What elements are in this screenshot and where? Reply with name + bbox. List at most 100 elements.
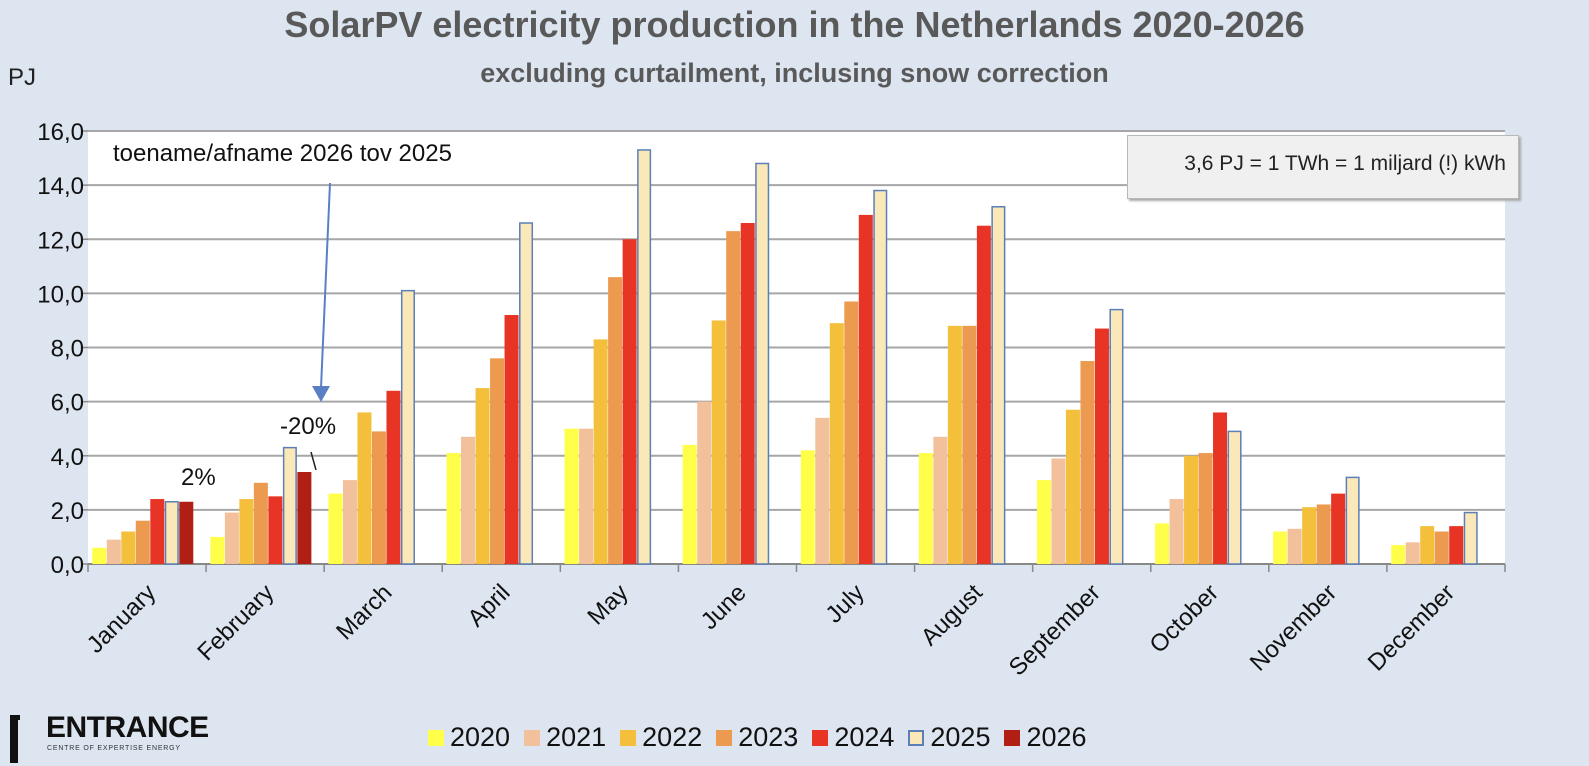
logo-name: ENTRANCE bbox=[46, 711, 209, 744]
bar-2024-january bbox=[150, 499, 165, 564]
logo-tagline: CENTRE OF EXPERTISE ENERGY bbox=[47, 745, 181, 752]
bar-2020-august bbox=[918, 453, 933, 564]
bar-2023-august bbox=[962, 325, 977, 564]
bar-2023-december bbox=[1434, 531, 1449, 564]
bar-2023-september bbox=[1080, 361, 1095, 564]
bar-2025-june bbox=[755, 162, 770, 565]
bar-2021-july bbox=[815, 417, 830, 564]
x-tick-label: July bbox=[821, 579, 870, 628]
bar-2020-september bbox=[1036, 480, 1051, 564]
bar-2020-november bbox=[1273, 531, 1288, 564]
annotation-arrow bbox=[320, 182, 331, 389]
bar-2024-april bbox=[504, 315, 519, 564]
annotation-change-label: toename/afname 2026 tov 2025 bbox=[113, 140, 452, 167]
logo-bracket-icon bbox=[10, 715, 20, 763]
bar-2024-march bbox=[386, 390, 401, 564]
bar-2023-november bbox=[1316, 504, 1331, 564]
y-tick-label: 2,0 bbox=[51, 498, 84, 525]
bar-2020-february bbox=[210, 536, 225, 564]
y-tick-label: 0,0 bbox=[51, 552, 84, 579]
legend-swatch bbox=[524, 729, 541, 746]
legend-label: 2020 bbox=[450, 722, 511, 752]
bar-2023-july bbox=[844, 301, 859, 564]
legend-label: 2024 bbox=[834, 722, 895, 752]
annotation-january-pct: 2% bbox=[181, 464, 216, 491]
legend-label: 2023 bbox=[738, 722, 799, 752]
annotation-february-pct: -20% bbox=[280, 413, 337, 440]
bar-2020-october bbox=[1155, 523, 1170, 564]
bar-2025-january bbox=[164, 501, 179, 565]
conversion-note: 3,6 PJ = 1 TWh = 1 miljard (!) kWh bbox=[1127, 135, 1519, 199]
bar-2020-june bbox=[682, 444, 697, 564]
legend-item-2021: 2021 bbox=[524, 722, 606, 753]
bar-2022-december bbox=[1420, 526, 1435, 564]
bar-2022-february bbox=[239, 499, 254, 564]
legend-swatch bbox=[1004, 729, 1021, 746]
bar-2025-march bbox=[400, 289, 415, 565]
y-tick-label: 16,0 bbox=[37, 119, 84, 146]
legend-swatch bbox=[428, 729, 444, 746]
bar-2025-april bbox=[519, 222, 534, 565]
legend-swatch bbox=[716, 729, 733, 746]
y-axis-label: PJ bbox=[8, 64, 37, 91]
y-tick-label: 12,0 bbox=[37, 227, 84, 254]
bar-2020-march bbox=[328, 493, 343, 564]
bar-2021-february bbox=[224, 512, 239, 564]
bar-2025-july bbox=[873, 189, 888, 565]
bar-2023-april bbox=[490, 358, 505, 564]
legend-item-2025: 2025 bbox=[908, 722, 990, 753]
x-tick-label: June bbox=[696, 579, 752, 635]
legend-label: 2025 bbox=[930, 722, 991, 752]
legend: 2020 2021 2022 2023 2024 2025 2026 bbox=[428, 722, 1087, 753]
legend-item-2022: 2022 bbox=[620, 722, 702, 753]
bar-2021-march bbox=[342, 480, 357, 564]
y-tick-label: 8,0 bbox=[51, 336, 84, 363]
bar-2021-september bbox=[1051, 458, 1066, 564]
bar-2024-october bbox=[1213, 412, 1228, 564]
x-tick-label: April bbox=[462, 579, 515, 632]
x-tick-label: September bbox=[1004, 579, 1106, 681]
bar-2020-april bbox=[446, 453, 461, 564]
bar-2021-may bbox=[579, 428, 594, 564]
bar-2024-december bbox=[1449, 526, 1464, 564]
bar-2023-february bbox=[253, 482, 268, 564]
bar-2020-july bbox=[800, 450, 815, 564]
bar-2025-october bbox=[1227, 430, 1242, 565]
bar-2024-june bbox=[740, 223, 755, 564]
legend-swatch bbox=[620, 729, 637, 746]
bar-2020-may bbox=[564, 428, 579, 564]
legend-item-2026: 2026 bbox=[1004, 722, 1087, 753]
y-tick-label: 14,0 bbox=[37, 173, 84, 200]
bar-2021-august bbox=[933, 436, 948, 564]
bar-2021-november bbox=[1287, 528, 1302, 564]
bar-2025-december bbox=[1463, 511, 1478, 565]
bar-2021-january bbox=[106, 539, 121, 564]
legend-label: 2021 bbox=[546, 722, 607, 752]
x-tick-label: December bbox=[1363, 579, 1460, 676]
bar-2023-may bbox=[608, 277, 623, 564]
bar-2020-january bbox=[92, 547, 107, 564]
bar-2025-august bbox=[991, 206, 1006, 565]
legend-item-2023: 2023 bbox=[716, 722, 798, 753]
bar-2022-january bbox=[121, 531, 136, 564]
legend-item-2024: 2024 bbox=[812, 722, 894, 753]
legend-item-2020: 2020 bbox=[428, 722, 510, 753]
chart-title: SolarPV electricity production in the Ne… bbox=[284, 4, 1305, 45]
bar-2024-july bbox=[858, 214, 873, 565]
y-tick-label: 10,0 bbox=[37, 281, 84, 308]
bar-2021-december bbox=[1405, 542, 1420, 564]
bar-2023-march bbox=[371, 431, 386, 564]
bar-2022-august bbox=[947, 325, 962, 564]
bar-2020-december bbox=[1391, 545, 1406, 564]
bar-2024-august bbox=[976, 225, 991, 564]
legend-swatch bbox=[908, 729, 925, 746]
bar-2022-july bbox=[829, 323, 844, 564]
bar-2024-november bbox=[1331, 493, 1346, 564]
bar-2021-june bbox=[697, 401, 712, 564]
chart-subtitle: excluding curtailment, inclusing snow co… bbox=[480, 58, 1109, 88]
annotation-leader bbox=[310, 451, 317, 471]
y-tick-label: 4,0 bbox=[51, 444, 84, 471]
bar-2021-october bbox=[1169, 499, 1184, 564]
legend-label: 2026 bbox=[1026, 722, 1087, 752]
